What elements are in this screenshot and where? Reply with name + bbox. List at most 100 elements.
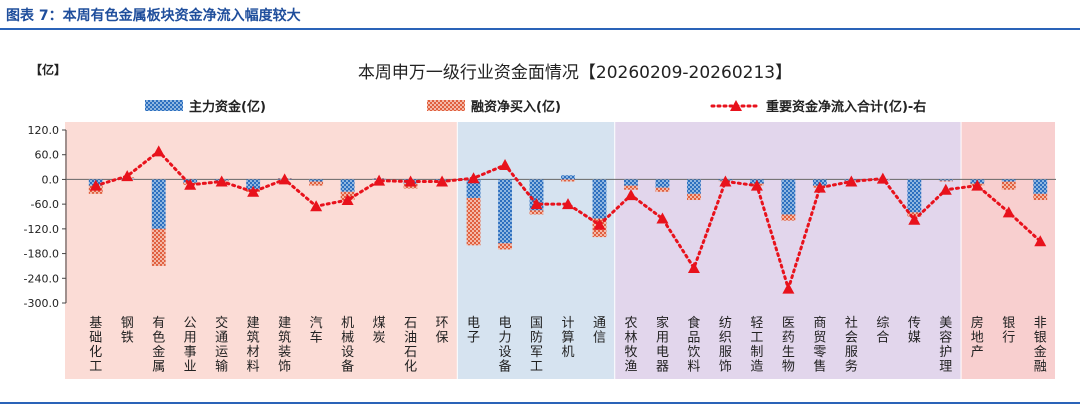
category-label: 计算机 xyxy=(561,316,574,360)
total-flow-marker xyxy=(499,159,512,171)
total-flow-marker xyxy=(278,173,291,185)
total-flow-marker xyxy=(656,212,669,224)
legend-label-margin: 融资净买入(亿) xyxy=(471,99,561,115)
category-label: 有色金属 xyxy=(152,316,165,375)
y-tick-label: -300.0 xyxy=(24,297,59,310)
total-flow-marker xyxy=(152,145,165,157)
legend: 主力资金(亿) 融资净买入(亿) 重要资金净流入合计(亿)-右 xyxy=(145,99,926,115)
category-label: 基础化工 xyxy=(89,316,102,375)
y-tick-label: -240.0 xyxy=(24,272,59,285)
main-fund-bar xyxy=(309,179,324,182)
total-flow-marker xyxy=(341,194,354,206)
main-fund-bar xyxy=(466,179,481,198)
margin-bar xyxy=(687,193,701,201)
total-flow-marker xyxy=(593,218,606,230)
margin-bar xyxy=(1001,181,1016,190)
total-flow-marker xyxy=(247,185,260,197)
legend-label-total: 重要资金净流入合计(亿)-右 xyxy=(766,99,926,115)
category-label: 纺织服饰 xyxy=(719,316,732,375)
margin-bar xyxy=(655,187,670,192)
figure-label: 图表 7：本周有色金属板块资金净流入幅度较大 xyxy=(6,8,301,24)
figure-header: 图表 7：本周有色金属板块资金净流入幅度较大 xyxy=(0,0,1080,30)
category-label: 公用事业 xyxy=(184,316,197,375)
main-fund-bar xyxy=(687,179,701,194)
legend-swatch-margin xyxy=(427,100,465,111)
main-fund-bar xyxy=(561,175,575,180)
legend-label-main-fund: 主力资金(亿) xyxy=(189,99,266,115)
main-fund-bar xyxy=(655,179,670,188)
group-band-3 xyxy=(961,122,1055,379)
main-fund-bar xyxy=(907,179,922,213)
category-label: 机械设备 xyxy=(341,316,354,375)
total-flow-marker xyxy=(89,179,102,191)
category-label: 传媒 xyxy=(908,316,921,346)
category-label: 银行 xyxy=(1002,316,1015,346)
total-flow-marker xyxy=(971,179,984,191)
category-label: 国防军工 xyxy=(530,316,543,375)
margin-bar xyxy=(781,214,796,221)
y-tick-label: 0.0 xyxy=(42,173,60,186)
footer-divider xyxy=(0,402,1080,404)
total-flow-marker xyxy=(404,175,417,187)
y-tick-label: 120.0 xyxy=(28,124,60,137)
total-flow-marker xyxy=(782,282,795,294)
total-flow-marker xyxy=(530,198,543,210)
main-fund-bar xyxy=(624,179,638,186)
category-label: 煤炭 xyxy=(373,316,386,346)
category-label: 钢铁 xyxy=(121,316,134,346)
y-tick-label: -120.0 xyxy=(24,223,59,236)
main-fund-bar xyxy=(1033,179,1048,194)
total-flow-marker xyxy=(687,261,700,273)
main-fund-bar xyxy=(246,179,261,190)
category-label: 美容护理 xyxy=(939,316,952,375)
category-label: 建筑装饰 xyxy=(278,316,291,375)
total-flow-marker xyxy=(813,181,826,193)
y-tick-label: -60.0 xyxy=(31,198,59,211)
total-flow-marker xyxy=(467,172,480,184)
category-label: 建筑材料 xyxy=(247,316,260,375)
total-flow-marker xyxy=(436,175,449,187)
total-flow-marker xyxy=(876,172,889,184)
margin-bar xyxy=(309,181,324,186)
category-label: 轻工制造 xyxy=(750,316,763,375)
total-flow-marker xyxy=(719,175,732,187)
main-fund-bar xyxy=(498,179,512,244)
total-flow-marker xyxy=(310,200,323,212)
group-band-0 xyxy=(65,122,457,379)
group-band-1 xyxy=(457,122,615,379)
margin-bar xyxy=(938,180,953,182)
y-tick-label: -180.0 xyxy=(24,248,59,261)
category-label: 汽车 xyxy=(310,316,323,346)
category-label: 房地产 xyxy=(971,315,984,360)
category-label: 医药生物 xyxy=(782,316,795,375)
y-tick-label: 60.0 xyxy=(35,149,60,162)
total-flow-marker xyxy=(624,189,637,201)
main-fund-bar xyxy=(938,179,953,181)
main-fund-bar xyxy=(1001,179,1016,182)
total-flow-marker xyxy=(908,213,921,225)
category-label: 通信 xyxy=(593,316,606,346)
total-flow-marker xyxy=(939,183,952,195)
legend-marker-total xyxy=(730,100,742,111)
total-flow-marker xyxy=(750,179,763,191)
category-label: 石油石化 xyxy=(404,316,417,375)
total-flow-marker xyxy=(1002,206,1015,218)
category-label: 食品饮料 xyxy=(687,315,700,375)
category-label: 社会服务 xyxy=(845,315,858,375)
margin-bar xyxy=(1033,193,1048,201)
y-axis-unit: 【亿】 xyxy=(30,62,66,77)
margin-bar xyxy=(624,185,638,190)
total-flow-marker xyxy=(215,175,228,187)
total-flow-marker xyxy=(121,170,134,182)
category-label: 环保 xyxy=(436,316,449,346)
category-label: 非银金融 xyxy=(1034,316,1047,375)
main-fund-bar xyxy=(151,179,166,229)
margin-bar xyxy=(498,243,512,250)
total-flow-marker xyxy=(1034,235,1047,247)
main-fund-bar xyxy=(781,179,796,215)
total-flow-marker xyxy=(373,174,386,186)
category-label: 电力设备 xyxy=(499,316,512,375)
legend-swatch-main-fund xyxy=(145,100,183,111)
margin-bar xyxy=(561,179,575,182)
